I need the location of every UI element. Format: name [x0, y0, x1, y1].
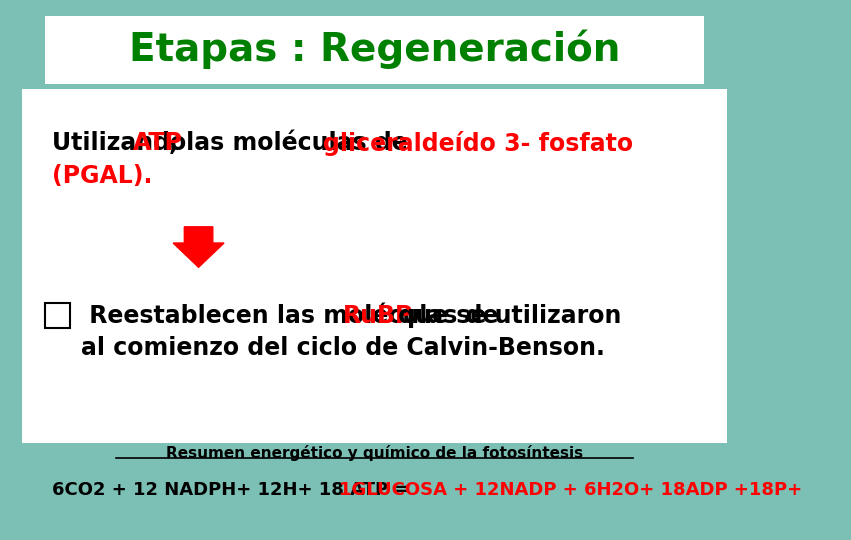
- FancyBboxPatch shape: [45, 16, 705, 84]
- Text: RuBP: RuBP: [343, 304, 414, 328]
- Bar: [45, 303, 70, 328]
- FancyArrow shape: [173, 227, 224, 267]
- Text: Etapas : Regeneración: Etapas : Regeneración: [129, 30, 620, 70]
- Text: 6CO2 + 12 NADPH+ 12H+ 18 ATP =: 6CO2 + 12 NADPH+ 12H+ 18 ATP =: [53, 481, 416, 499]
- Text: que se utilizaron: que se utilizaron: [390, 304, 621, 328]
- Text: 1GLUCOSA + 12NADP + 6H2O+ 18ADP +18P+: 1GLUCOSA + 12NADP + 6H2O+ 18ADP +18P+: [339, 481, 802, 499]
- Text: gliceraldeído 3- fosfato: gliceraldeído 3- fosfato: [323, 131, 633, 156]
- Text: al comienzo del ciclo de Calvin-Benson.: al comienzo del ciclo de Calvin-Benson.: [81, 336, 605, 360]
- Text: , las moléculas de: , las moléculas de: [169, 131, 416, 156]
- Text: ATP: ATP: [134, 131, 183, 155]
- FancyBboxPatch shape: [22, 89, 727, 443]
- Text: (PGAL).: (PGAL).: [53, 164, 153, 187]
- Text: Utilizando: Utilizando: [53, 131, 195, 155]
- Text: Resumen energético y químico de la fotosíntesis: Resumen energético y químico de la fotos…: [166, 444, 583, 461]
- Text: Reestablecen las moléculas de: Reestablecen las moléculas de: [81, 304, 506, 328]
